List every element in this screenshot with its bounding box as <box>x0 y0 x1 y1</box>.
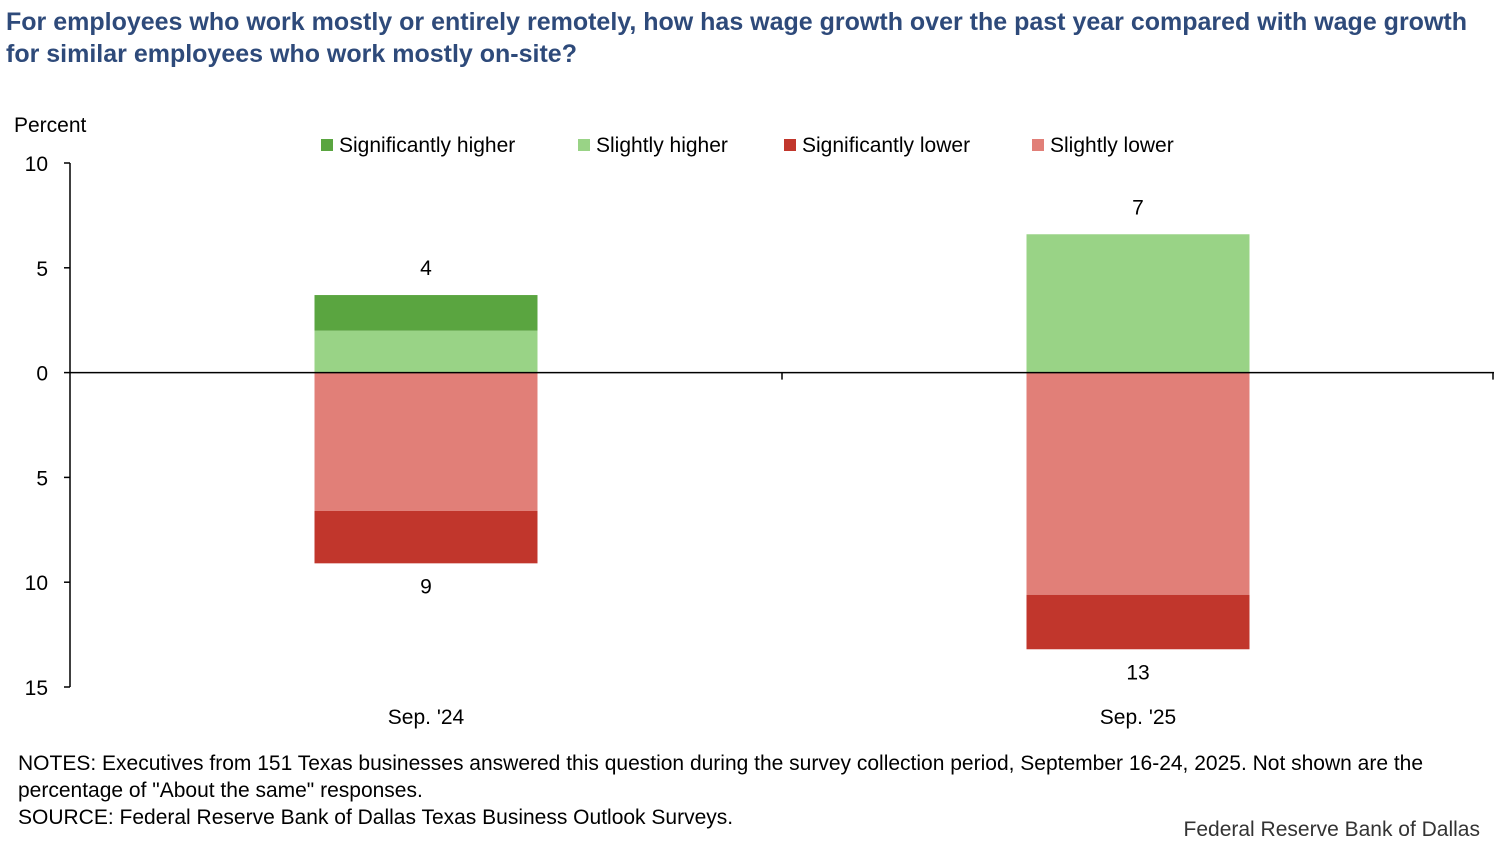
legend-label: Slightly higher <box>596 134 728 157</box>
bar-segment <box>1026 594 1250 650</box>
bar-segment <box>1026 234 1250 373</box>
data-label-bottom: 9 <box>420 575 432 598</box>
x-tick-label: Sep. '25 <box>1100 706 1176 729</box>
y-tick-label: 10 <box>25 153 48 176</box>
bar-segment <box>314 510 538 564</box>
bar-segment <box>314 295 538 331</box>
data-label-top: 7 <box>1132 196 1144 219</box>
bars <box>314 234 1250 650</box>
bar-segment <box>314 330 538 373</box>
data-label-top: 4 <box>420 257 432 280</box>
legend: Significantly higher Slightly higher Signi… <box>321 134 1174 157</box>
x-tick-label: Sep. '24 <box>388 706 465 729</box>
axes: 10 5 0 5 10 15 <box>25 153 1494 700</box>
y-tick-label: 15 <box>25 677 48 700</box>
y-axis-label: Percent <box>14 114 87 137</box>
bar-segment <box>1026 372 1250 595</box>
legend-label: Slightly lower <box>1050 134 1174 157</box>
notes: NOTES: Executives from 151 Texas busines… <box>18 750 1478 831</box>
brand-text: Federal Reserve Bank of Dallas <box>1183 818 1480 841</box>
legend-swatch <box>321 139 333 151</box>
source-text: SOURCE: Federal Reserve Bank of Dallas T… <box>18 806 734 829</box>
data-labels: 4 9 Sep. '24 7 13 Sep. '25 <box>388 196 1176 729</box>
y-tick-label: 5 <box>36 467 48 490</box>
bar-segment <box>314 372 538 511</box>
legend-swatch <box>1032 139 1044 151</box>
chart-title: For employees who work mostly or entirel… <box>6 8 1467 68</box>
legend-swatch <box>784 139 796 151</box>
legend-label: Significantly higher <box>339 134 515 157</box>
data-label-bottom: 13 <box>1126 661 1149 684</box>
y-tick-label: 10 <box>25 572 48 595</box>
legend-label: Significantly lower <box>802 134 970 157</box>
y-tick-label: 5 <box>36 258 48 281</box>
y-tick-label: 0 <box>36 363 48 386</box>
notes-text: NOTES: Executives from 151 Texas busines… <box>18 752 1424 802</box>
stacked-bar-chart: Percent Significantly higher Slightly hig… <box>14 114 1494 729</box>
legend-swatch <box>578 139 590 151</box>
